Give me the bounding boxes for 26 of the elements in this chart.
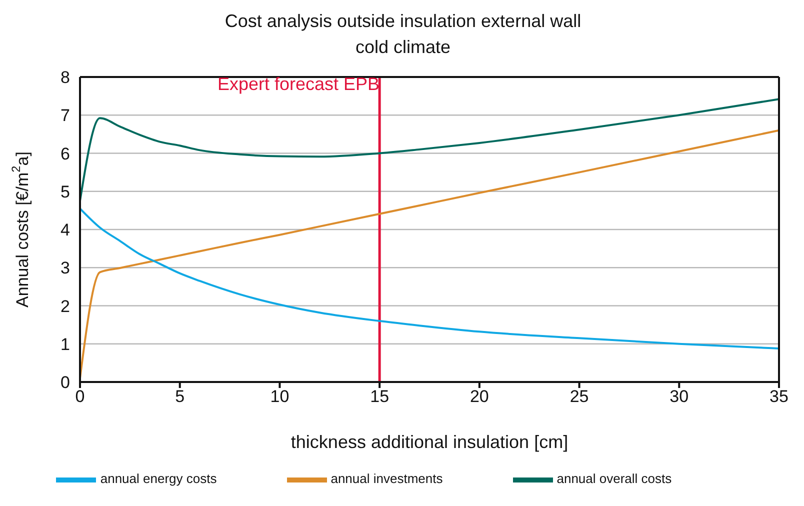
legend-label: annual overall costs — [556, 471, 672, 486]
y-tick-label: 8 — [60, 68, 70, 88]
x-axis-title: thickness additional insulation [cm] — [290, 432, 568, 452]
y-tick-label: 5 — [60, 182, 70, 202]
chart-title: Cost analysis outside insulation external wall — [224, 10, 582, 33]
legend-label: annual energy costs — [100, 471, 217, 486]
x-tick-label: 15 — [370, 387, 390, 406]
x-tick-label: 0 — [75, 387, 85, 406]
y-tick-label: 2 — [60, 296, 70, 316]
y-tick-label: 4 — [60, 220, 70, 240]
x-tick-label: 35 — [770, 387, 788, 406]
legend-label: annual investments — [330, 471, 443, 486]
x-tick-label: 30 — [670, 387, 689, 406]
y-tick-label: 7 — [60, 106, 70, 126]
x-tick-label: 5 — [175, 387, 185, 406]
ref-line-label: Expert forecast EPB — [217, 74, 380, 94]
chart-subtitle: cold climate — [354, 36, 452, 59]
y-tick-label: 0 — [60, 373, 70, 392]
x-tick-label: 20 — [470, 387, 489, 406]
line-series — [80, 98, 779, 202]
x-tick-label: 25 — [570, 387, 589, 406]
y-tick-label: 1 — [60, 334, 70, 354]
line-series — [80, 208, 779, 350]
y-tick-label: 3 — [60, 258, 70, 278]
x-tick-label: 10 — [270, 387, 290, 406]
y-tick-label: 6 — [60, 144, 70, 164]
